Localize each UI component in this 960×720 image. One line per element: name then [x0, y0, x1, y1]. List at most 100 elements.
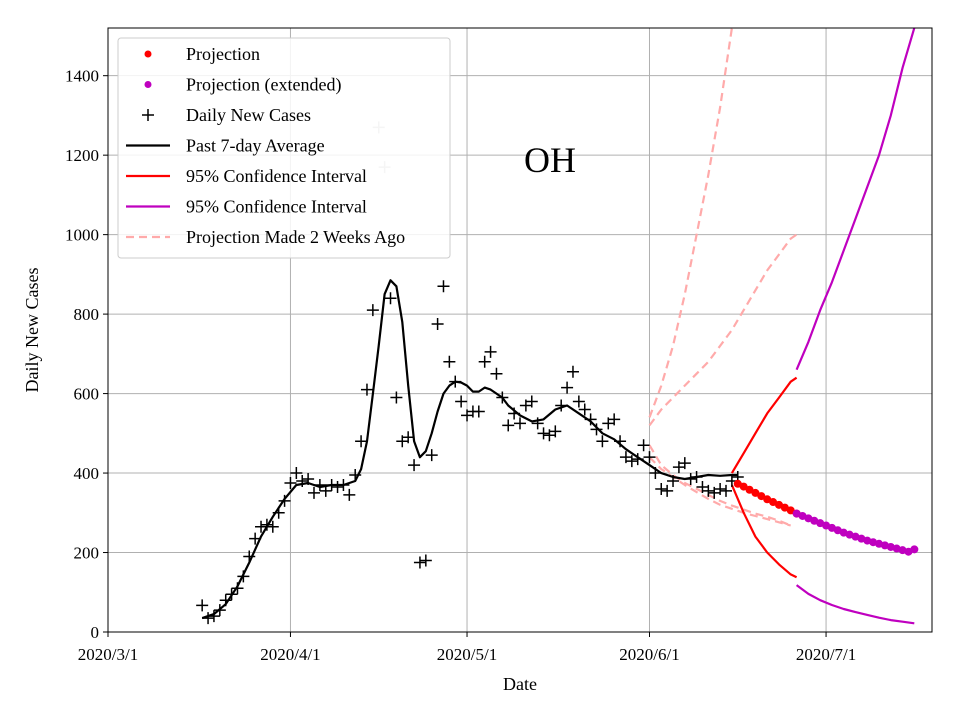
- daily-case-point: [337, 478, 350, 491]
- daily-case-point: [590, 423, 603, 436]
- daily-case-point: [555, 399, 568, 412]
- daily-case-point: [449, 375, 462, 388]
- daily-case-point: [213, 604, 226, 617]
- series-layer: [196, 28, 919, 625]
- seven-day-average-line: [201, 279, 738, 620]
- daily-case-point: [437, 280, 450, 293]
- daily-case-point: [702, 484, 715, 497]
- legend-label: Past 7-day Average: [186, 136, 325, 156]
- projection-point: [739, 482, 748, 491]
- x-axis-label: Date: [503, 674, 537, 694]
- daily-case-point: [637, 439, 650, 452]
- projection-point: [751, 488, 760, 497]
- projection-point: [745, 485, 754, 494]
- projection-point: [757, 492, 766, 501]
- daily-case-point: [360, 383, 373, 396]
- daily-case-point: [308, 486, 320, 499]
- daily-case-point: [225, 588, 238, 601]
- x-tick-label: 2020/5/1: [437, 645, 497, 664]
- daily-case-point: [402, 431, 415, 444]
- legend: Projection Projection (extended) Daily New…: [117, 37, 451, 259]
- daily-case-point: [667, 475, 680, 487]
- y-tick-label: 0: [91, 623, 100, 642]
- y-tick-label: 200: [74, 544, 100, 563]
- daily-case-point: [431, 318, 444, 331]
- legend-marker: [144, 50, 152, 58]
- daily-case-point: [584, 413, 597, 426]
- daily-case-point: [349, 469, 362, 482]
- daily-case-point: [325, 478, 338, 491]
- daily-case-point: [608, 413, 621, 426]
- plot-frame: [107, 27, 933, 633]
- daily-case-point: [278, 494, 291, 507]
- daily-case-point: [390, 391, 403, 404]
- legend-label: Projection (extended): [186, 75, 341, 96]
- daily-case-point: [514, 417, 526, 430]
- daily-case-point: [384, 292, 397, 305]
- x-tick-label: 2020/7/1: [796, 645, 856, 664]
- daily-case-point: [237, 570, 250, 583]
- x-tick-label: 2020/6/1: [619, 645, 679, 664]
- x-tick-label: 2020/4/1: [260, 645, 320, 664]
- y-tick-label: 1200: [65, 146, 99, 165]
- daily-case-point: [202, 612, 215, 625]
- daily-case-point: [643, 451, 656, 464]
- daily-case-point: [578, 403, 591, 416]
- daily-case-point: [319, 484, 332, 497]
- daily-case-point: [690, 471, 703, 484]
- projection-point: [786, 506, 795, 515]
- daily-case-point: [490, 367, 503, 380]
- daily-case-point: [366, 304, 379, 317]
- x-tick-label: 2020/3/1: [78, 645, 138, 664]
- daily-case-point: [266, 520, 279, 533]
- daily-case-point: [502, 419, 515, 432]
- y-tick-label: 400: [74, 464, 100, 483]
- ci-extended-lower-line: [795, 584, 915, 625]
- daily-case-point: [566, 365, 579, 378]
- daily-case-point: [537, 427, 550, 440]
- daily-case-point: [260, 518, 273, 531]
- chart-title: OH: [524, 140, 576, 180]
- daily-case-point: [331, 480, 344, 493]
- daily-case-point: [531, 417, 544, 430]
- legend-label: 95% Confidence Interval: [186, 166, 367, 186]
- legend-label: Projection: [186, 44, 260, 64]
- daily-case-point: [355, 435, 368, 448]
- daily-case-point: [614, 435, 627, 448]
- daily-case-point: [243, 550, 256, 563]
- ci-extended-upper-line: [795, 28, 916, 371]
- legend-box: [117, 37, 451, 259]
- daily-case-point: [207, 610, 220, 623]
- daily-case-point: [508, 407, 521, 420]
- daily-case-point: [196, 599, 209, 612]
- daily-case-point: [296, 475, 309, 487]
- daily-case-point: [484, 345, 497, 358]
- legend-marker: [144, 81, 152, 88]
- daily-case-point: [255, 520, 268, 533]
- daily-case-point: [425, 449, 438, 462]
- daily-case-point: [496, 391, 509, 404]
- daily-case-point: [408, 459, 421, 472]
- daily-case-point: [419, 554, 432, 567]
- daily-case-point: [413, 556, 426, 569]
- daily-case-point: [472, 405, 485, 418]
- ci-lower-line: [730, 484, 798, 579]
- daily-case-point: [655, 482, 668, 495]
- projection-extended-point: [910, 545, 919, 554]
- daily-case-point: [649, 467, 662, 480]
- daily-case-point: [302, 473, 315, 486]
- y-tick-label: 1000: [65, 226, 99, 245]
- daily-case-point: [714, 482, 727, 495]
- daily-case-point: [684, 473, 697, 486]
- legend-marker: [142, 109, 154, 121]
- prior-projection-upper-line: [648, 28, 733, 418]
- ticks: 2020/3/1 2020/4/1 2020/5/1 2020/6/1 2020/7/1…: [65, 67, 856, 664]
- daily-case-point: [525, 395, 538, 408]
- daily-case-point: [625, 455, 638, 468]
- y-axis-label: Daily New Cases: [22, 268, 42, 393]
- daily-case-point: [596, 435, 609, 448]
- plot-area: [196, 28, 919, 625]
- y-tick-label: 1400: [65, 67, 99, 86]
- daily-case-point: [561, 381, 574, 394]
- legend-label: Projection Made 2 Weeks Ago: [186, 227, 405, 247]
